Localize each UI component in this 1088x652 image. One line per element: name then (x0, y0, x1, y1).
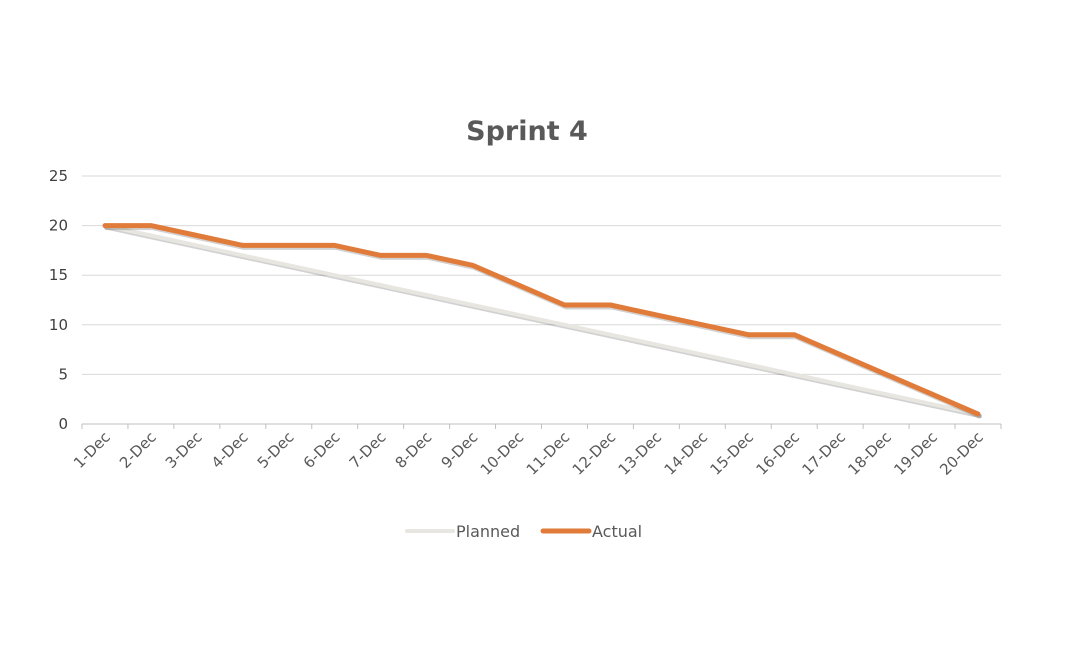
x-tick-label: 5-Dec (254, 428, 298, 472)
x-tick-label: 7-Dec (346, 428, 390, 472)
x-tick-label: 8-Dec (392, 428, 436, 472)
legend-label-actual: Actual (592, 522, 642, 541)
x-tick-label: 15-Dec (707, 428, 758, 479)
x-tick-label: 1-Dec (70, 428, 114, 472)
x-tick-label: 13-Dec (615, 428, 666, 479)
x-axis-ticks: 1-Dec 2-Dec 3-Dec 4-Dec 5-Dec 6-Dec 7-Dec 8-Dec… (70, 428, 987, 479)
series-line-planned (103, 223, 980, 417)
legend: Planned Actual (405, 522, 642, 541)
y-tick-label: 20 (49, 217, 68, 235)
x-tick-label: 18-Dec (844, 428, 895, 479)
x-tick-label: 2-Dec (116, 428, 160, 472)
x-tick-label: 4-Dec (208, 428, 252, 472)
x-tick-label: 10-Dec (477, 428, 528, 479)
y-tick-label: 15 (49, 266, 68, 284)
x-tick-label: 11-Dec (523, 428, 574, 479)
x-tick-label: 14-Dec (661, 428, 712, 479)
chart-title: Sprint 4 (466, 116, 588, 147)
y-axis-ticks: 0 5 10 15 20 25 (49, 167, 68, 433)
series-line-actual (102, 223, 981, 417)
y-tick-label: 5 (58, 365, 68, 383)
x-tick-label: 3-Dec (162, 428, 206, 472)
x-tick-label: 19-Dec (890, 428, 941, 479)
legend-label-planned: Planned (456, 522, 520, 541)
series-lines (102, 223, 982, 419)
y-tick-label: 0 (58, 415, 68, 433)
y-tick-label: 10 (49, 316, 68, 334)
x-tick-label: 9-Dec (438, 428, 482, 472)
gridlines (81, 175, 1002, 429)
x-tick-label: 6-Dec (300, 428, 344, 472)
x-tick-label: 20-Dec (936, 428, 987, 479)
x-tick-label: 17-Dec (798, 428, 849, 479)
x-tick-label: 12-Dec (569, 428, 620, 479)
x-tick-label: 16-Dec (752, 428, 803, 479)
y-tick-label: 25 (49, 167, 68, 185)
